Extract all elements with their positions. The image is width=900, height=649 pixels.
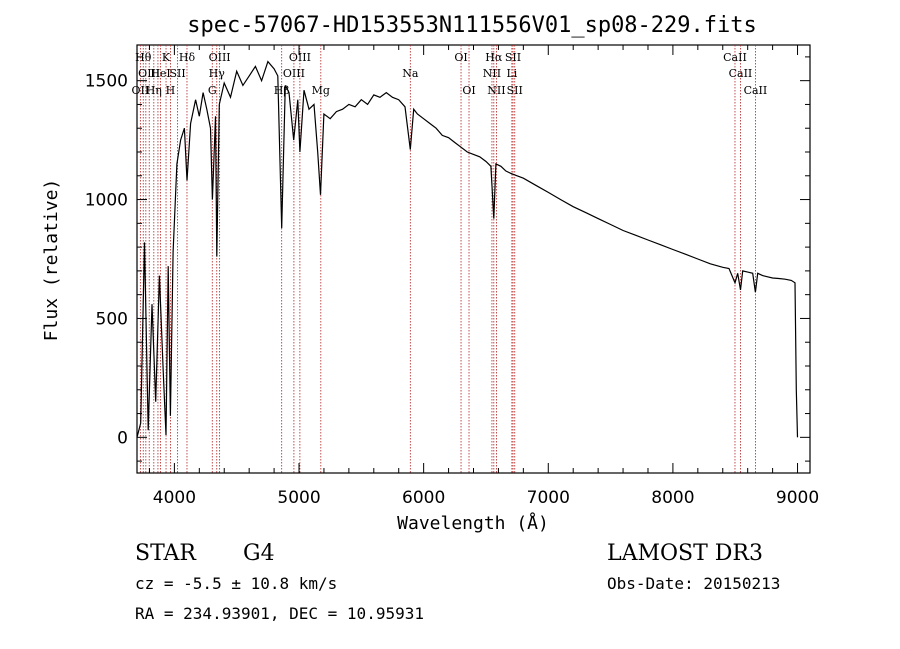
line-label-6: HeI [150,67,170,80]
x-tick-label: 9000 [776,488,819,508]
line-label-25: SII [505,51,521,64]
line-label-24: Li [506,67,517,80]
obs-date-text: Obs-Date: 20150213 [607,574,780,593]
chart-title: spec-57067-HD153553N111556V01_sp08-229.f… [187,13,757,38]
y-tick-label: 1500 [85,72,128,92]
line-label-22: Hα [485,51,503,64]
x-axis-label: Wavelength (Å) [397,512,549,534]
line-label-26: SII [507,84,523,97]
y-axis-label: Flux (relative) [41,179,62,342]
x-tick-label: 4000 [153,488,196,508]
emission-line-labels: OIIHθOIIIHηHeIKHSIIHδGHγOIIIHβOIIIOIIIMg… [132,51,768,97]
line-label-1: Hθ [135,51,152,64]
line-label-17: Mg [312,84,330,97]
line-label-0: OII [132,84,150,97]
line-label-4: Hη [146,84,162,97]
line-label-15: OIII [283,67,305,80]
line-label-3: OIII [138,67,160,80]
line-label-21: NII [483,67,501,80]
y-tick-label: 0 [117,428,128,448]
x-tick-label: 8000 [651,488,694,508]
coordinates-text: RA = 234.93901, DEC = 10.95931 [135,604,424,623]
line-label-8: H [166,84,176,97]
line-label-20: OI [462,84,475,97]
line-label-23: NII [487,84,505,97]
line-label-16: OIII [289,51,311,64]
line-label-19: OI [454,51,467,64]
class-label: STAR [135,541,197,566]
emission-line-markers [139,45,756,473]
y-tick-label: 1000 [85,191,128,211]
spectrum-line [136,60,799,438]
subclass-label: G4 [243,541,275,566]
survey-label: LAMOST DR3 [607,541,763,566]
line-label-13: OIII [209,51,231,64]
x-axis: 4000 5000 6000 7000 8000 9000 [148,45,819,508]
x-tick-label: 6000 [402,488,445,508]
plot-frame [136,44,811,474]
line-label-7: K [162,51,171,64]
x-tick-label: 5000 [277,488,320,508]
line-label-29: CaII [744,84,768,97]
line-label-12: Hγ [209,67,226,80]
line-label-28: CaII [729,67,753,80]
y-tick-label: 500 [96,309,128,329]
line-label-11: G [208,84,217,97]
line-label-27: CaII [723,51,747,64]
x-tick-label: 7000 [527,488,570,508]
line-label-18: Na [402,67,419,80]
line-label-10: Hδ [179,51,196,64]
line-label-9: SII [170,67,186,80]
y-axis: 0 500 1000 1500 [85,56,810,462]
redshift-text: cz = -5.5 ± 10.8 km/s [135,574,337,593]
